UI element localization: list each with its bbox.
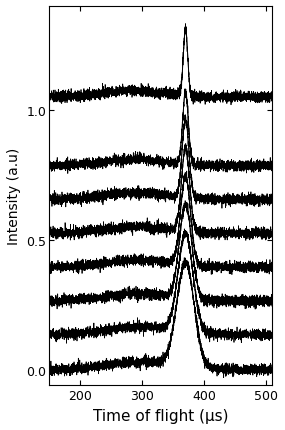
X-axis label: Time of flight (μs): Time of flight (μs) <box>93 408 229 423</box>
Y-axis label: Intensity (a.u): Intensity (a.u) <box>7 147 21 245</box>
